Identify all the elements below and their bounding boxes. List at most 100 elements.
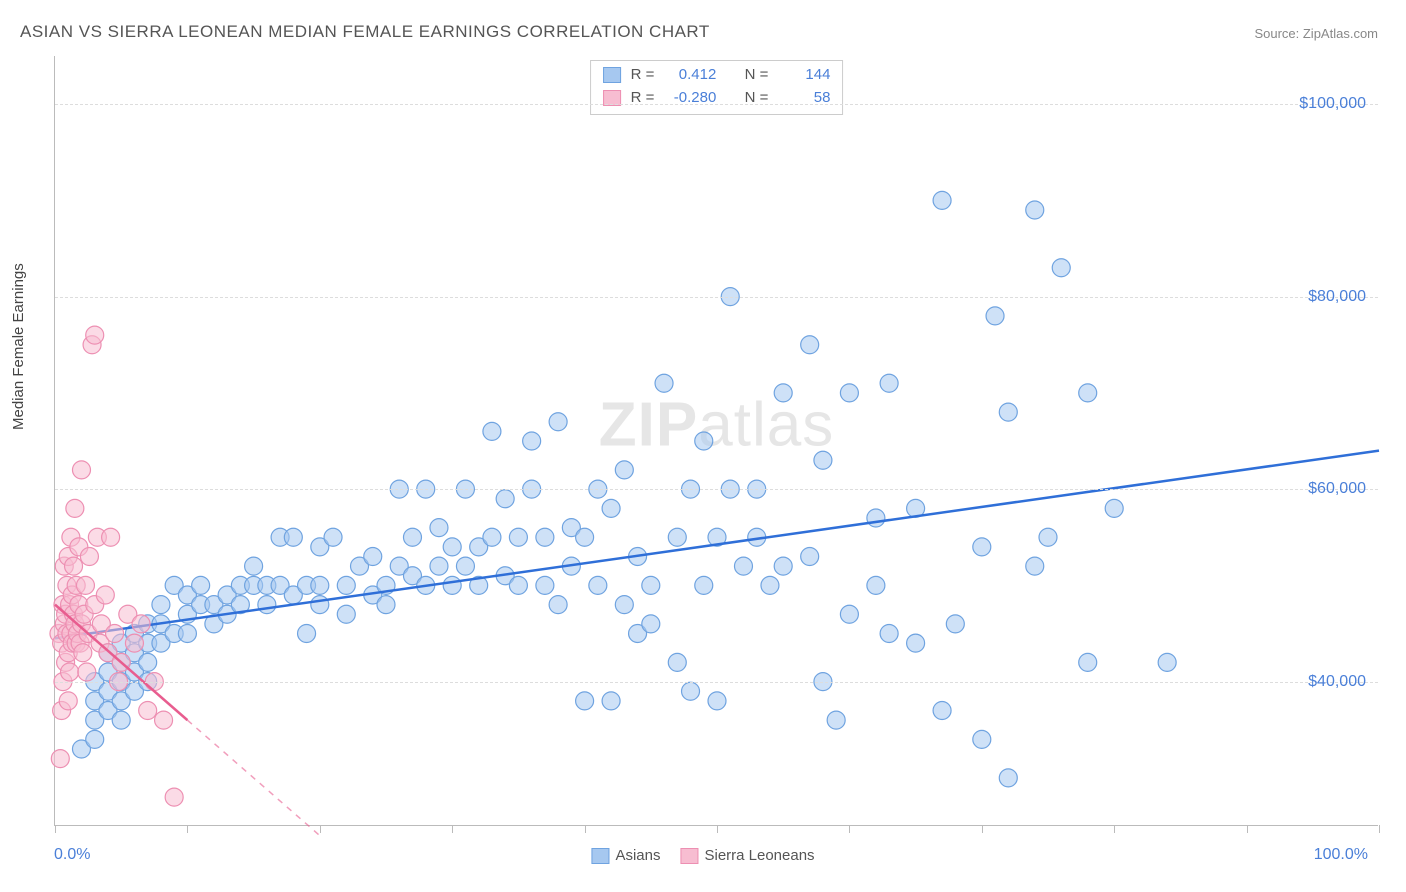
data-point bbox=[774, 384, 792, 402]
data-point bbox=[509, 576, 527, 594]
data-point bbox=[66, 499, 84, 517]
legend-item: Sierra Leoneans bbox=[680, 847, 814, 864]
data-point bbox=[72, 461, 90, 479]
data-point bbox=[132, 615, 150, 633]
data-point bbox=[106, 625, 124, 643]
data-point bbox=[523, 432, 541, 450]
x-tick bbox=[849, 825, 850, 833]
scatter-svg bbox=[55, 56, 1378, 825]
data-point bbox=[456, 557, 474, 575]
data-point bbox=[61, 663, 79, 681]
correlation-stats-box: R =0.412 N =144R =-0.280 N =58 bbox=[590, 60, 844, 115]
bottom-legend: AsiansSierra Leoneans bbox=[591, 847, 814, 864]
data-point bbox=[642, 576, 660, 594]
data-point bbox=[973, 730, 991, 748]
legend-swatch bbox=[591, 848, 609, 864]
data-point bbox=[867, 576, 885, 594]
x-tick bbox=[320, 825, 321, 833]
data-point bbox=[549, 413, 567, 431]
x-tick bbox=[717, 825, 718, 833]
data-point bbox=[840, 605, 858, 623]
y-tick-label: $60,000 bbox=[1308, 480, 1366, 498]
data-point bbox=[1158, 653, 1176, 671]
grid-line bbox=[55, 489, 1378, 490]
data-point bbox=[192, 576, 210, 594]
data-point bbox=[761, 576, 779, 594]
data-point bbox=[668, 653, 686, 671]
trend-line-extrapolated bbox=[187, 720, 319, 836]
data-point bbox=[78, 663, 96, 681]
stat-r-label: R = bbox=[631, 64, 655, 87]
x-tick bbox=[452, 825, 453, 833]
stat-r-value: -0.280 bbox=[664, 87, 716, 110]
data-point bbox=[403, 528, 421, 546]
data-point bbox=[1105, 499, 1123, 517]
data-point bbox=[642, 615, 660, 633]
data-point bbox=[311, 576, 329, 594]
data-point bbox=[615, 596, 633, 614]
data-point bbox=[708, 692, 726, 710]
data-point bbox=[933, 702, 951, 720]
data-point bbox=[536, 528, 554, 546]
x-tick bbox=[55, 825, 56, 833]
data-point bbox=[615, 461, 633, 479]
data-point bbox=[76, 576, 94, 594]
legend-label: Sierra Leoneans bbox=[704, 847, 814, 864]
data-point bbox=[86, 730, 104, 748]
data-point bbox=[999, 769, 1017, 787]
data-point bbox=[86, 326, 104, 344]
data-point bbox=[96, 586, 114, 604]
data-point bbox=[880, 625, 898, 643]
data-point bbox=[483, 422, 501, 440]
data-point bbox=[152, 596, 170, 614]
data-point bbox=[668, 528, 686, 546]
data-point bbox=[284, 528, 302, 546]
data-point bbox=[734, 557, 752, 575]
data-point bbox=[364, 548, 382, 566]
grid-line bbox=[55, 297, 1378, 298]
x-tick bbox=[1247, 825, 1248, 833]
data-point bbox=[496, 490, 514, 508]
data-point bbox=[814, 451, 832, 469]
data-point bbox=[1039, 528, 1057, 546]
data-point bbox=[337, 576, 355, 594]
data-point bbox=[74, 644, 92, 662]
data-point bbox=[337, 605, 355, 623]
data-point bbox=[139, 702, 157, 720]
data-point bbox=[576, 528, 594, 546]
data-point bbox=[430, 519, 448, 537]
stats-row: R =0.412 N =144 bbox=[603, 64, 831, 87]
data-point bbox=[112, 711, 130, 729]
data-point bbox=[695, 576, 713, 594]
data-point bbox=[311, 596, 329, 614]
data-point bbox=[80, 548, 98, 566]
data-point bbox=[509, 528, 527, 546]
data-point bbox=[377, 596, 395, 614]
data-point bbox=[907, 634, 925, 652]
data-point bbox=[443, 576, 461, 594]
source-attribution: Source: ZipAtlas.com bbox=[1254, 26, 1378, 41]
data-point bbox=[1052, 259, 1070, 277]
trend-line bbox=[55, 451, 1379, 639]
data-point bbox=[576, 692, 594, 710]
stat-n-label: N = bbox=[745, 87, 769, 110]
data-point bbox=[102, 528, 120, 546]
data-point bbox=[443, 538, 461, 556]
data-point bbox=[946, 615, 964, 633]
data-point bbox=[973, 538, 991, 556]
data-point bbox=[51, 750, 69, 768]
legend-swatch bbox=[603, 67, 621, 83]
data-point bbox=[602, 692, 620, 710]
data-point bbox=[1079, 384, 1097, 402]
scatter-plot: ZIPatlas R =0.412 N =144R =-0.280 N =58 … bbox=[54, 56, 1378, 826]
x-tick bbox=[1379, 825, 1380, 833]
data-point bbox=[65, 557, 83, 575]
data-point bbox=[880, 374, 898, 392]
data-point bbox=[589, 576, 607, 594]
data-point bbox=[1026, 201, 1044, 219]
stat-n-value: 144 bbox=[778, 64, 830, 87]
chart-title: ASIAN VS SIERRA LEONEAN MEDIAN FEMALE EA… bbox=[20, 22, 710, 42]
data-point bbox=[536, 576, 554, 594]
x-tick bbox=[1114, 825, 1115, 833]
data-point bbox=[178, 625, 196, 643]
